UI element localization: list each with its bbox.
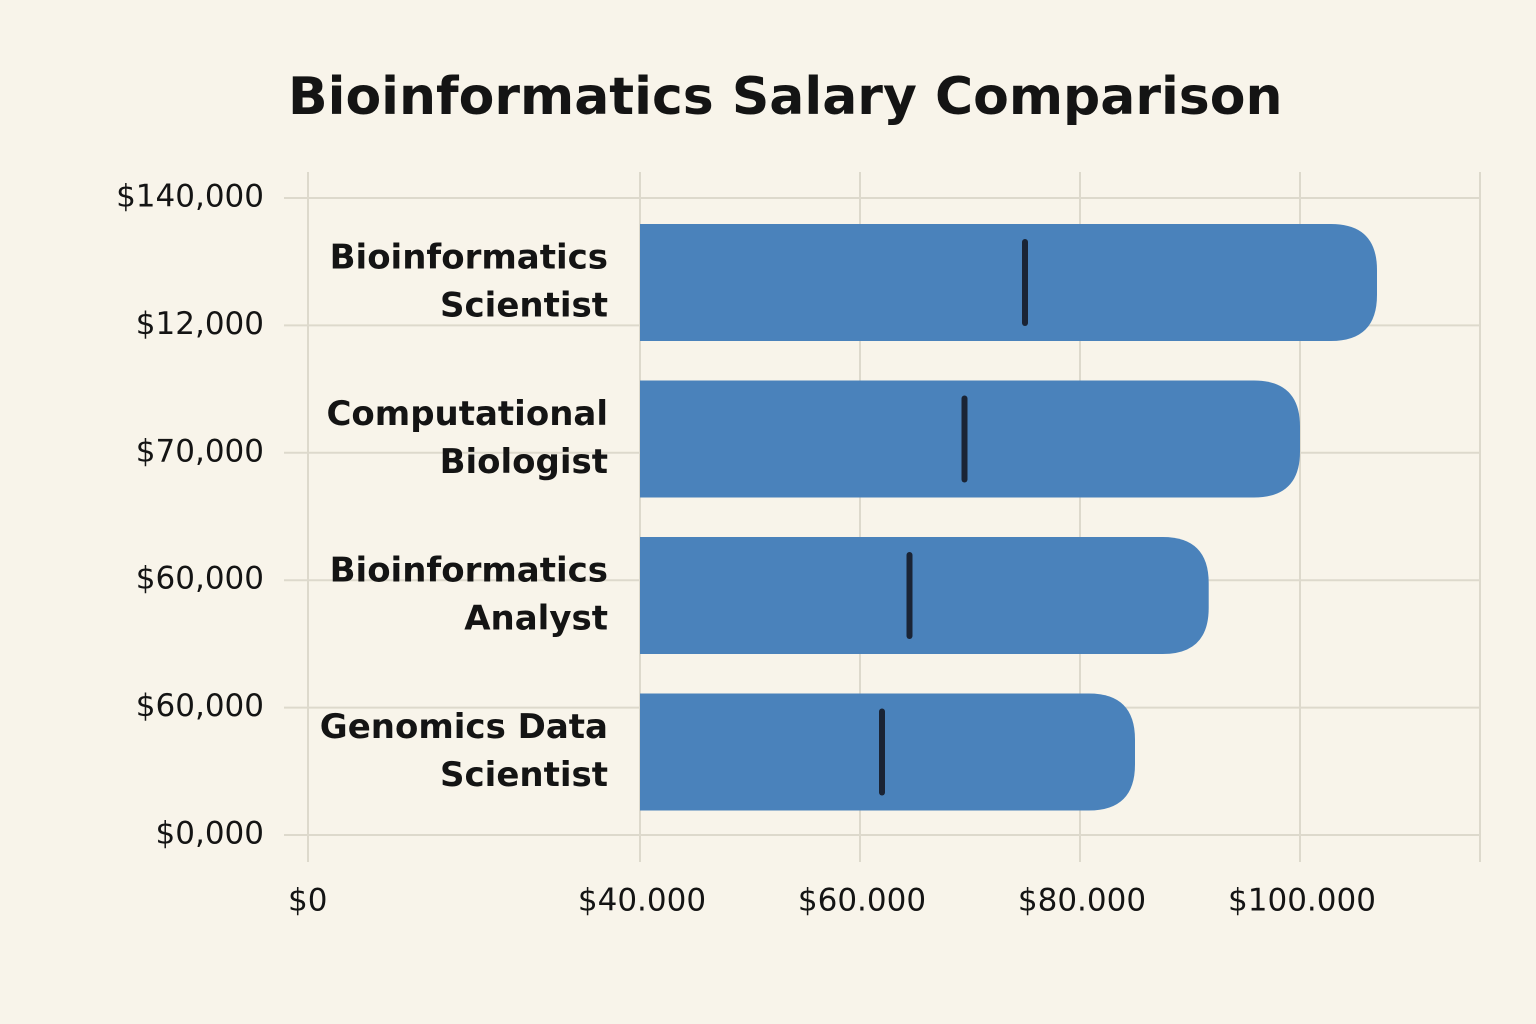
- category-label-line: Analyst: [464, 598, 608, 638]
- category-label-line: Computational: [326, 394, 608, 434]
- y-tick-label: $70,000: [136, 433, 264, 469]
- y-tick-label: $60,000: [136, 561, 264, 597]
- y-tick-label: $0,000: [156, 816, 264, 852]
- category-label-line: Bioinformatics: [330, 550, 608, 590]
- x-tick-label: $100.000: [1228, 883, 1376, 919]
- x-tick-label: $0: [288, 883, 327, 919]
- category-label-line: Scientist: [440, 755, 608, 795]
- bar: [640, 537, 1209, 654]
- category-label-line: Bioinformatics: [330, 237, 608, 277]
- y-tick-label: $60,000: [136, 688, 264, 724]
- x-tick-label: $80.000: [1018, 883, 1146, 919]
- category-label-line: Genomics Data: [320, 707, 608, 747]
- category-label: Computational Biologist: [326, 394, 608, 482]
- category-label: Bioinformatics Scientist: [330, 237, 608, 325]
- category-label-line: Scientist: [440, 285, 608, 325]
- category-label: Bioinformatics Analyst: [330, 550, 608, 638]
- bar: [640, 224, 1377, 341]
- y-tick-label: $12,000: [136, 306, 264, 342]
- category-label: Genomics Data Scientist: [320, 707, 608, 795]
- x-tick-label: $60.000: [798, 883, 926, 919]
- y-tick-label: $140,000: [116, 179, 264, 215]
- category-label-line: Biologist: [440, 442, 608, 482]
- x-tick-label: $40.000: [578, 883, 706, 919]
- bar: [640, 693, 1135, 811]
- bar: [640, 380, 1300, 498]
- chart-title: Bioinformatics Salary Comparison: [288, 67, 1283, 127]
